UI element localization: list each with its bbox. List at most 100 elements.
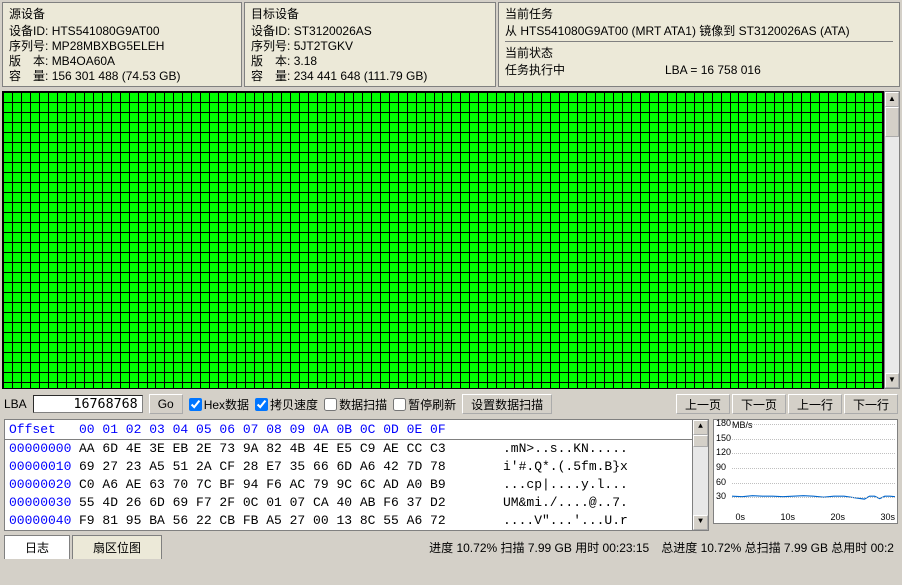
sector-cell[interactable] <box>856 213 864 222</box>
sector-cell[interactable] <box>40 243 48 252</box>
sector-cell[interactable] <box>291 243 299 252</box>
sector-cell[interactable] <box>58 233 66 242</box>
sector-cell[interactable] <box>363 223 371 232</box>
sector-cell[interactable] <box>713 203 721 212</box>
sector-cell[interactable] <box>372 353 380 362</box>
sector-cell[interactable] <box>67 253 75 262</box>
sector-cell[interactable] <box>461 103 469 112</box>
sector-cell[interactable] <box>784 163 792 172</box>
sector-cell[interactable] <box>479 383 487 389</box>
sector-cell[interactable] <box>354 113 362 122</box>
sector-cell[interactable] <box>354 313 362 322</box>
sector-cell[interactable] <box>399 293 407 302</box>
sector-cell[interactable] <box>354 193 362 202</box>
sector-cell[interactable] <box>820 373 828 382</box>
sector-cell[interactable] <box>551 253 559 262</box>
sector-cell[interactable] <box>228 323 236 332</box>
sector-cell[interactable] <box>865 113 873 122</box>
sector-cell[interactable] <box>165 143 173 152</box>
sector-cell[interactable] <box>228 283 236 292</box>
sector-cell[interactable] <box>443 343 451 352</box>
sector-cell[interactable] <box>399 203 407 212</box>
sector-cell[interactable] <box>506 253 514 262</box>
sector-cell[interactable] <box>426 93 434 102</box>
sector-cell[interactable] <box>399 93 407 102</box>
sector-cell[interactable] <box>551 283 559 292</box>
sector-cell[interactable] <box>677 303 685 312</box>
sector-cell[interactable] <box>417 283 425 292</box>
sector-cell[interactable] <box>291 363 299 372</box>
sector-cell[interactable] <box>255 123 263 132</box>
sector-cell[interactable] <box>587 183 595 192</box>
sector-cell[interactable] <box>470 123 478 132</box>
sector-cell[interactable] <box>210 93 218 102</box>
sector-cell[interactable] <box>479 303 487 312</box>
sector-cell[interactable] <box>560 123 568 132</box>
sector-cell[interactable] <box>614 143 622 152</box>
sector-cell[interactable] <box>587 93 595 102</box>
sector-cell[interactable] <box>542 133 550 142</box>
sector-cell[interactable] <box>291 143 299 152</box>
sector-cell[interactable] <box>865 223 873 232</box>
sector-cell[interactable] <box>210 183 218 192</box>
sector-cell[interactable] <box>76 213 84 222</box>
sector-cell[interactable] <box>775 263 783 272</box>
sector-cell[interactable] <box>390 133 398 142</box>
sector-cell[interactable] <box>748 243 756 252</box>
sector-cell[interactable] <box>103 163 111 172</box>
sector-cell[interactable] <box>381 213 389 222</box>
sector-cell[interactable] <box>112 103 120 112</box>
sector-cell[interactable] <box>318 373 326 382</box>
sector-cell[interactable] <box>148 273 156 282</box>
sector-cell[interactable] <box>596 233 604 242</box>
sector-cell[interactable] <box>542 163 550 172</box>
sector-cell[interactable] <box>345 383 353 389</box>
sector-cell[interactable] <box>551 223 559 232</box>
sector-cell[interactable] <box>174 353 182 362</box>
sector-cell[interactable] <box>148 183 156 192</box>
sector-cell[interactable] <box>174 293 182 302</box>
sector-cell[interactable] <box>623 113 631 122</box>
sector-cell[interactable] <box>174 273 182 282</box>
sector-cell[interactable] <box>408 183 416 192</box>
sector-cell[interactable] <box>399 113 407 122</box>
sector-cell[interactable] <box>237 203 245 212</box>
sector-cell[interactable] <box>148 193 156 202</box>
sector-cell[interactable] <box>820 233 828 242</box>
sector-cell[interactable] <box>58 283 66 292</box>
sector-cell[interactable] <box>686 373 694 382</box>
sector-cell[interactable] <box>381 303 389 312</box>
sector-cell[interactable] <box>417 103 425 112</box>
sector-cell[interactable] <box>345 113 353 122</box>
sector-cell[interactable] <box>506 223 514 232</box>
sector-cell[interactable] <box>156 113 164 122</box>
sector-cell[interactable] <box>174 133 182 142</box>
sector-cell[interactable] <box>399 183 407 192</box>
sector-cell[interactable] <box>874 273 882 282</box>
sector-cell[interactable] <box>255 93 263 102</box>
sector-cell[interactable] <box>183 143 191 152</box>
sector-cell[interactable] <box>309 203 317 212</box>
sector-cell[interactable] <box>820 253 828 262</box>
sector-cell[interactable] <box>139 123 147 132</box>
sector-cell[interactable] <box>587 253 595 262</box>
sector-cell[interactable] <box>838 253 846 262</box>
sector-cell[interactable] <box>291 153 299 162</box>
sector-cell[interactable] <box>291 333 299 342</box>
sector-cell[interactable] <box>381 343 389 352</box>
sector-cell[interactable] <box>94 293 102 302</box>
sector-cell[interactable] <box>470 353 478 362</box>
sector-cell[interactable] <box>704 203 712 212</box>
sector-cell[interactable] <box>237 363 245 372</box>
sector-cell[interactable] <box>282 243 290 252</box>
sector-cell[interactable] <box>659 373 667 382</box>
sector-cell[interactable] <box>569 193 577 202</box>
sector-cell[interactable] <box>130 333 138 342</box>
sector-cell[interactable] <box>802 103 810 112</box>
sector-cell[interactable] <box>668 313 676 322</box>
sector-cell[interactable] <box>829 323 837 332</box>
sector-cell[interactable] <box>793 153 801 162</box>
sector-cell[interactable] <box>820 193 828 202</box>
sector-cell[interactable] <box>399 213 407 222</box>
sector-cell[interactable] <box>461 143 469 152</box>
